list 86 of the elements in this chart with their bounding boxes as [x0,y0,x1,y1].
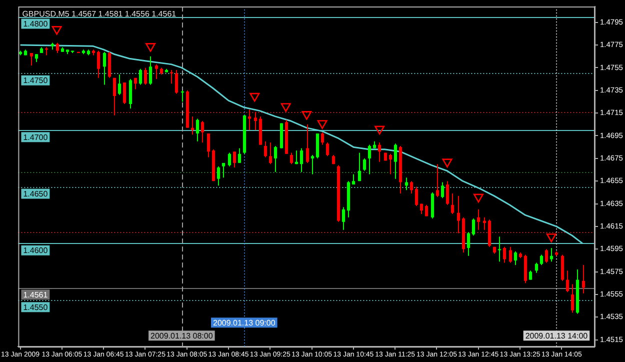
ref-line-label: 1.4800 [23,19,48,28]
candlestick [540,254,544,266]
ref-line-label: 1.4650 [23,189,48,198]
point [302,111,312,120]
point [473,194,484,203]
candlestick [180,90,184,102]
ref-line-label: 2009.01.13 09:00 [212,318,276,328]
candlestick [264,140,268,158]
candlestick [112,77,116,116]
point [280,103,291,112]
candlestick [436,164,440,198]
candlestick [456,195,460,234]
ref-line-label: 1.4700 [23,132,48,142]
candlestick [566,270,570,293]
ref-line-label: 1.4750 [23,76,48,86]
candlestick [342,206,346,230]
candlestick [148,56,152,86]
candlestick [326,142,330,157]
candlestick [30,52,34,66]
ref-line-label: 2009.01.13 14:00 [525,331,588,340]
candlestick [404,177,408,191]
candlestick [550,247,554,262]
candlestick [306,124,310,164]
candlestick [200,120,204,144]
point [317,120,328,129]
point [145,43,156,52]
point [52,26,62,35]
candlestick [352,174,356,185]
candlestick [228,152,232,167]
candlestick [414,186,418,207]
candlestick [118,74,122,96]
candlestick [56,42,60,54]
candlestick [154,64,158,80]
candlestick [310,154,314,175]
candlestick [144,67,148,86]
candlestick [128,78,132,110]
candlestick [514,250,518,266]
candlestick [358,152,362,182]
candlestick [108,51,112,78]
point [546,233,556,242]
candlestick [174,69,178,94]
candlestick [368,144,372,175]
candlestick [466,232,470,256]
candlestick [570,284,574,314]
candlestick [222,162,226,178]
candlestick [472,218,476,236]
candlestick [440,182,444,199]
candlestick [254,111,258,131]
candlestick [544,248,548,264]
candlestick [534,262,538,274]
candlestick [206,132,210,158]
chart-title: GBPUSD,M5 1.4567 1.4581 1.4556 1.4561 [22,10,177,19]
candlestick [446,180,450,206]
candlestick [362,158,366,172]
candlestick [430,192,434,219]
candlestick [274,145,278,173]
candlestick [138,68,142,86]
candlestick [238,148,242,164]
candlestick [196,118,200,142]
ref-line-label: 1.4600 [23,246,48,256]
ref-line-label: 1.4550 [23,302,48,312]
candlestick [290,152,294,165]
candlestick [268,142,272,165]
candlestick [378,142,382,162]
candlestick [216,166,220,186]
candlestick [388,153,392,175]
candlestick [410,180,414,194]
candlestick [394,143,398,180]
candlestick [96,50,100,78]
candlestick [316,132,320,159]
candlestick [232,151,236,168]
candlestick [450,193,454,214]
point [442,158,452,168]
candlestick [582,264,586,294]
ref-line-label: 2009.01.13 08:00 [150,331,214,340]
candlestick [102,51,106,86]
candlestick [300,148,304,173]
candlestick [122,82,126,104]
ref-line-label: 1.4561 [23,290,48,300]
candlestick [320,132,324,146]
candlestick [476,208,480,230]
candlestick [502,246,506,264]
point [250,92,260,102]
candlestick [560,254,564,282]
point [374,126,384,135]
candlestick [508,246,512,264]
